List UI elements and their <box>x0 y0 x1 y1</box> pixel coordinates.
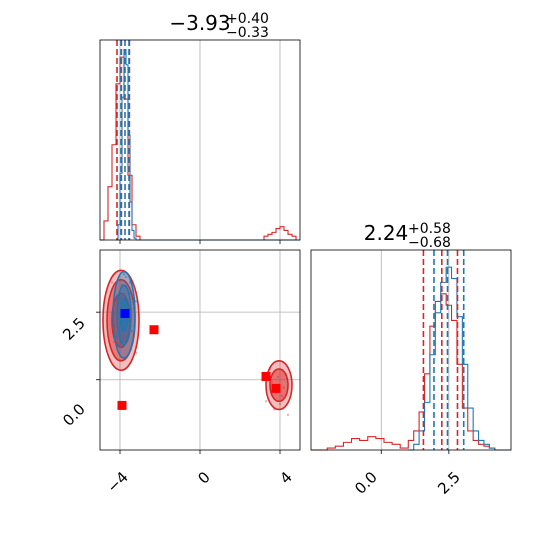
scatter-point-blue <box>128 292 132 295</box>
marker-blue-square <box>120 309 130 319</box>
scatter-point-blue <box>128 281 132 284</box>
title-param1-plus: +0.40 <box>226 11 269 27</box>
scatter-point-red <box>264 400 268 403</box>
scatter-point-blue <box>132 324 136 327</box>
title-param2-median: 2.24 <box>364 221 409 245</box>
scatter-point-red <box>280 394 284 398</box>
scatter-point-red <box>286 413 290 417</box>
panel-frame <box>99 249 301 451</box>
title-param1-median: −3.93 <box>169 11 230 35</box>
hist-param2-panel <box>310 249 512 454</box>
x-ticks-param2: 0.0 2.5 <box>351 468 464 498</box>
scatter-point-blue <box>118 327 122 330</box>
scatter-point-red <box>268 367 272 371</box>
marker-red-square <box>271 383 281 393</box>
scatter-point-blue <box>132 308 136 311</box>
x-ticks-param1: −4 0 4 <box>103 468 295 496</box>
scatter-point-blue <box>114 335 118 338</box>
marker-red-square <box>149 325 159 335</box>
scatter-point-red <box>272 408 276 411</box>
ytick-label: 2.5 <box>59 314 89 344</box>
scatter-point-blue <box>116 302 120 306</box>
xtick-label: 0.0 <box>351 468 381 498</box>
scatter-point-blue <box>130 329 134 333</box>
scatter-point-blue <box>134 300 138 303</box>
scatter-point-red <box>110 281 114 284</box>
scatter-point-blue <box>124 275 128 279</box>
title-param2-plus: +0.58 <box>408 221 451 237</box>
title-param1-minus: −0.33 <box>226 25 269 41</box>
scatter-point-blue <box>116 294 120 298</box>
marker-red-square <box>117 400 127 410</box>
xtick-label: 2.5 <box>434 468 464 498</box>
hist-blue-param2 <box>408 266 511 451</box>
scatter-point-blue <box>120 283 124 287</box>
ytick-label: 0.0 <box>59 400 89 430</box>
scatter-point-blue <box>122 273 126 276</box>
scatter-point-red <box>278 402 282 406</box>
scatter-point-blue <box>120 340 124 344</box>
title-param2: 2.24 <box>364 221 409 245</box>
panel-frame <box>310 249 512 451</box>
scatter-point-blue <box>122 297 126 300</box>
hist-param1-panel <box>99 39 301 244</box>
scatter-panel <box>96 249 301 454</box>
scatter-point-red <box>112 340 116 344</box>
hist-blue-param1 <box>116 48 300 241</box>
panel-frame <box>99 39 301 241</box>
xtick-label: 4 <box>276 468 295 487</box>
scatter-point-red <box>284 373 288 376</box>
scatter-point-red <box>282 386 286 390</box>
scatter-content <box>100 250 300 450</box>
scatter-point-blue <box>112 324 116 327</box>
hist-red-param2 <box>311 293 511 451</box>
marker-red-square <box>261 371 271 381</box>
title-param1: −3.93 <box>169 11 230 35</box>
scatter-point-blue <box>126 319 130 322</box>
scatter-point-blue <box>118 346 122 349</box>
y-ticks-param2: 0.0 2.5 <box>59 314 89 430</box>
scatter-point-red <box>270 381 274 384</box>
title-param2-minus: −0.68 <box>408 235 451 251</box>
xtick-label: 0 <box>194 468 213 487</box>
xtick-label: −4 <box>103 468 131 496</box>
scatter-point-red <box>276 375 280 379</box>
scatter-point-blue <box>126 335 130 338</box>
scatter-point-red <box>134 351 138 354</box>
